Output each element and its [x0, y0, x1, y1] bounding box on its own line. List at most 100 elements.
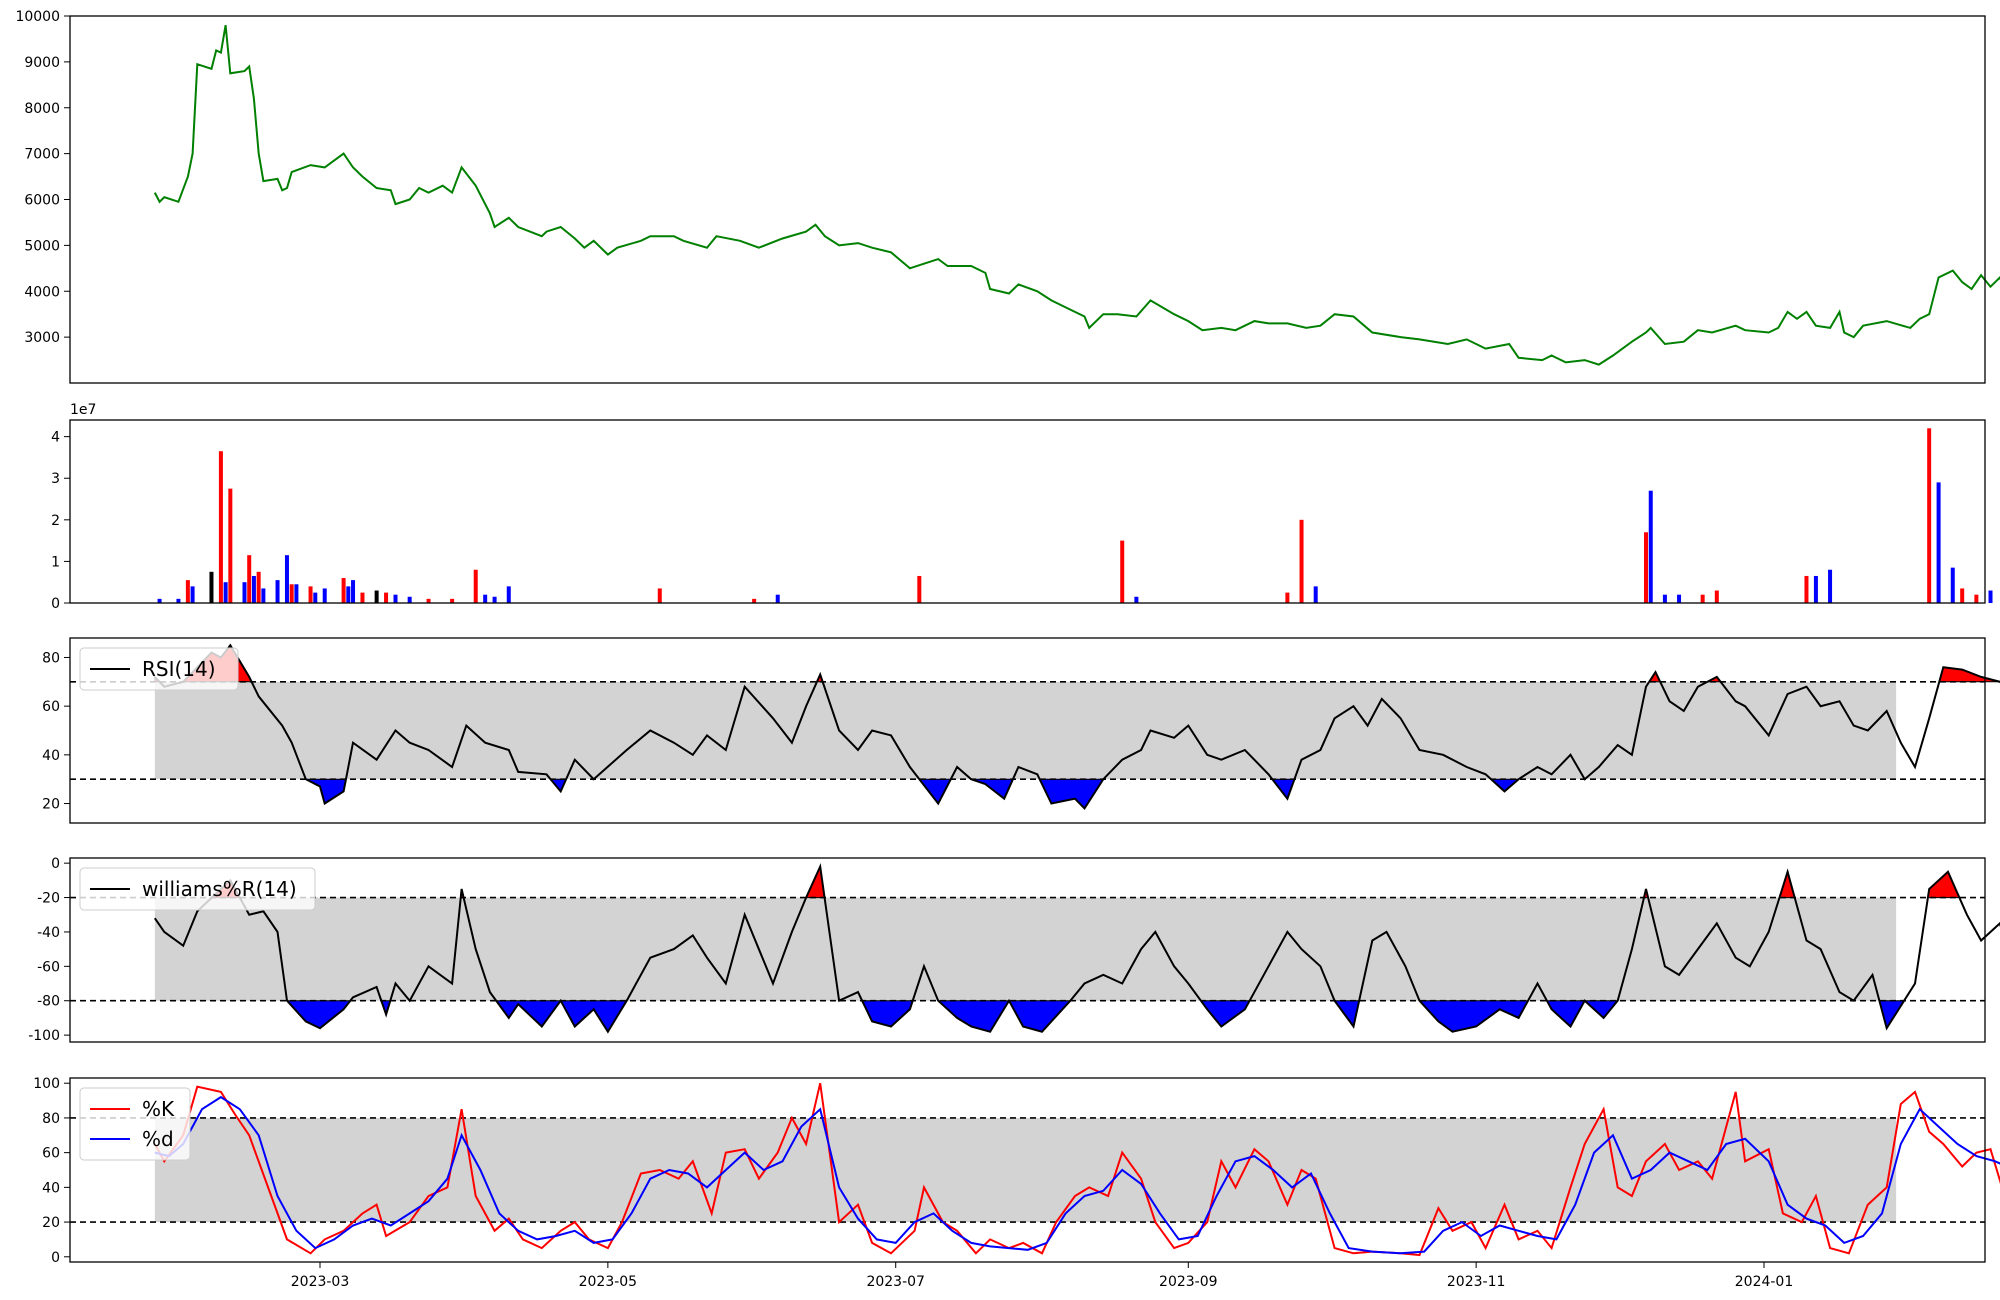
- williams-panel: williams%R(14) -100 -80 -60 -40 -20 0: [28, 856, 2000, 1044]
- volume-bar: [218, 451, 223, 603]
- x-tick-label: 2023-03: [291, 1274, 350, 1290]
- plot-frame: [69, 419, 1986, 604]
- volume-bar: [360, 592, 365, 603]
- volume-bar: [1313, 586, 1318, 603]
- volume-bar: [426, 598, 431, 603]
- y-tick-label: 40: [42, 1180, 60, 1196]
- y-tick-label: 60: [42, 1146, 60, 1162]
- y-tick-label: 80: [42, 1111, 60, 1127]
- y-tick-label: 10000: [15, 9, 60, 25]
- volume-bar: [190, 586, 195, 603]
- volume-bar: [294, 584, 299, 603]
- y-tick-label: -40: [37, 925, 60, 941]
- volume-bar: [1285, 592, 1290, 603]
- volume-bar: [1950, 567, 1955, 603]
- volume-bar: [209, 571, 214, 603]
- price-line: [153, 25, 2000, 366]
- legend-label: %K: [142, 1097, 175, 1121]
- volume-bar: [1813, 575, 1818, 603]
- legend-label: williams%R(14): [142, 877, 297, 901]
- x-tick-label: 2023-07: [866, 1274, 925, 1290]
- oversold-fill: [285, 1000, 352, 1029]
- volume-bar: [247, 555, 252, 603]
- y-tick-label: 2: [51, 513, 60, 529]
- y-tick-label: -60: [37, 959, 60, 975]
- volume-bar: [176, 598, 181, 603]
- price-panel: 3000 4000 5000 6000 7000 8000 9000 10000: [15, 9, 2000, 384]
- volume-bar: [752, 598, 757, 603]
- volume-bar: [917, 575, 922, 603]
- neutral-band: [154, 1117, 1897, 1223]
- volume-bar: [1644, 532, 1649, 603]
- plot-frame: [69, 857, 1986, 1043]
- volume-bar: [228, 488, 233, 603]
- y-tick-label: 80: [42, 650, 60, 666]
- y-tick-label: 20: [42, 797, 60, 813]
- volume-bar: [1714, 590, 1719, 603]
- d-line: [154, 1095, 2000, 1255]
- volume-bar: [1988, 590, 1993, 603]
- x-tick-label: 2023-09: [1159, 1274, 1218, 1290]
- volume-bar: [284, 555, 289, 603]
- y-tick-label: 7000: [24, 147, 60, 163]
- volume-bar: [657, 588, 662, 603]
- legend-box: [79, 1087, 191, 1161]
- oversold-fill: [1489, 778, 1520, 793]
- y-tick-label: 3000: [24, 330, 60, 346]
- x-tick-label: 2023-05: [579, 1274, 638, 1290]
- volume-bar: [1120, 540, 1125, 603]
- rsi-line: [154, 643, 2000, 810]
- y-tick-label: 4: [51, 430, 60, 446]
- y-tick-label: 9000: [24, 55, 60, 71]
- y-tick-label: 6000: [24, 193, 60, 209]
- neutral-band: [154, 897, 1897, 1001]
- volume-panel: 0 1 2 3 4 1e7: [51, 402, 1993, 612]
- volume-bar: [483, 594, 488, 603]
- volume-bar: [1134, 596, 1139, 603]
- volume-bar: [308, 586, 313, 603]
- y-tick-label: -100: [28, 1028, 60, 1044]
- neutral-band: [154, 681, 1897, 780]
- x-tick-label: 2024-01: [1735, 1274, 1794, 1290]
- volume-bar: [1828, 569, 1833, 603]
- rsi-panel: RSI(14) 20 40 60 80: [42, 637, 2000, 824]
- legend-box: [79, 647, 239, 691]
- volume-bar: [223, 582, 228, 603]
- volume-bar: [384, 592, 389, 603]
- volume-bar: [374, 590, 379, 603]
- volume-bar: [242, 582, 247, 603]
- legend-box: [79, 867, 316, 911]
- volume-bar: [1700, 594, 1705, 603]
- y-tick-label: 0: [51, 1250, 60, 1266]
- volume-bar: [492, 596, 497, 603]
- volume-bar: [1677, 594, 1682, 603]
- stochastic-panel: %K %d 0 20 40 60 80 100 2023-03 2023-05 2023-07 202…: [33, 1076, 2000, 1290]
- volume-bar: [1936, 482, 1941, 603]
- y-tick-label: -20: [37, 891, 60, 907]
- volume-bar: [1804, 575, 1809, 603]
- volume-bar: [506, 586, 511, 603]
- volume-bar: [185, 580, 190, 603]
- plot-frame: [69, 637, 1986, 824]
- y-tick-label: 60: [42, 699, 60, 715]
- y-scale-label: 1e7: [70, 402, 96, 418]
- volume-bar: [1662, 594, 1667, 603]
- y-tick-label: 40: [42, 748, 60, 764]
- volume-bar: [393, 594, 398, 603]
- volume-bar: [251, 575, 256, 603]
- y-tick-label: 4000: [24, 284, 60, 300]
- volume-bar: [289, 584, 294, 603]
- plot-frame: [69, 1077, 1986, 1263]
- volume-bar: [1299, 519, 1304, 603]
- y-tick-label: 0: [51, 596, 60, 612]
- williams-line: [153, 863, 2000, 1034]
- y-tick-label: 20: [42, 1215, 60, 1231]
- y-tick-label: 1: [51, 554, 60, 570]
- volume-bar: [157, 598, 162, 603]
- volume-bar: [346, 586, 351, 603]
- volume-bar: [1648, 490, 1653, 603]
- legend-label: %d: [142, 1127, 174, 1151]
- volume-bar: [473, 569, 478, 603]
- legend-label: RSI(14): [142, 657, 216, 681]
